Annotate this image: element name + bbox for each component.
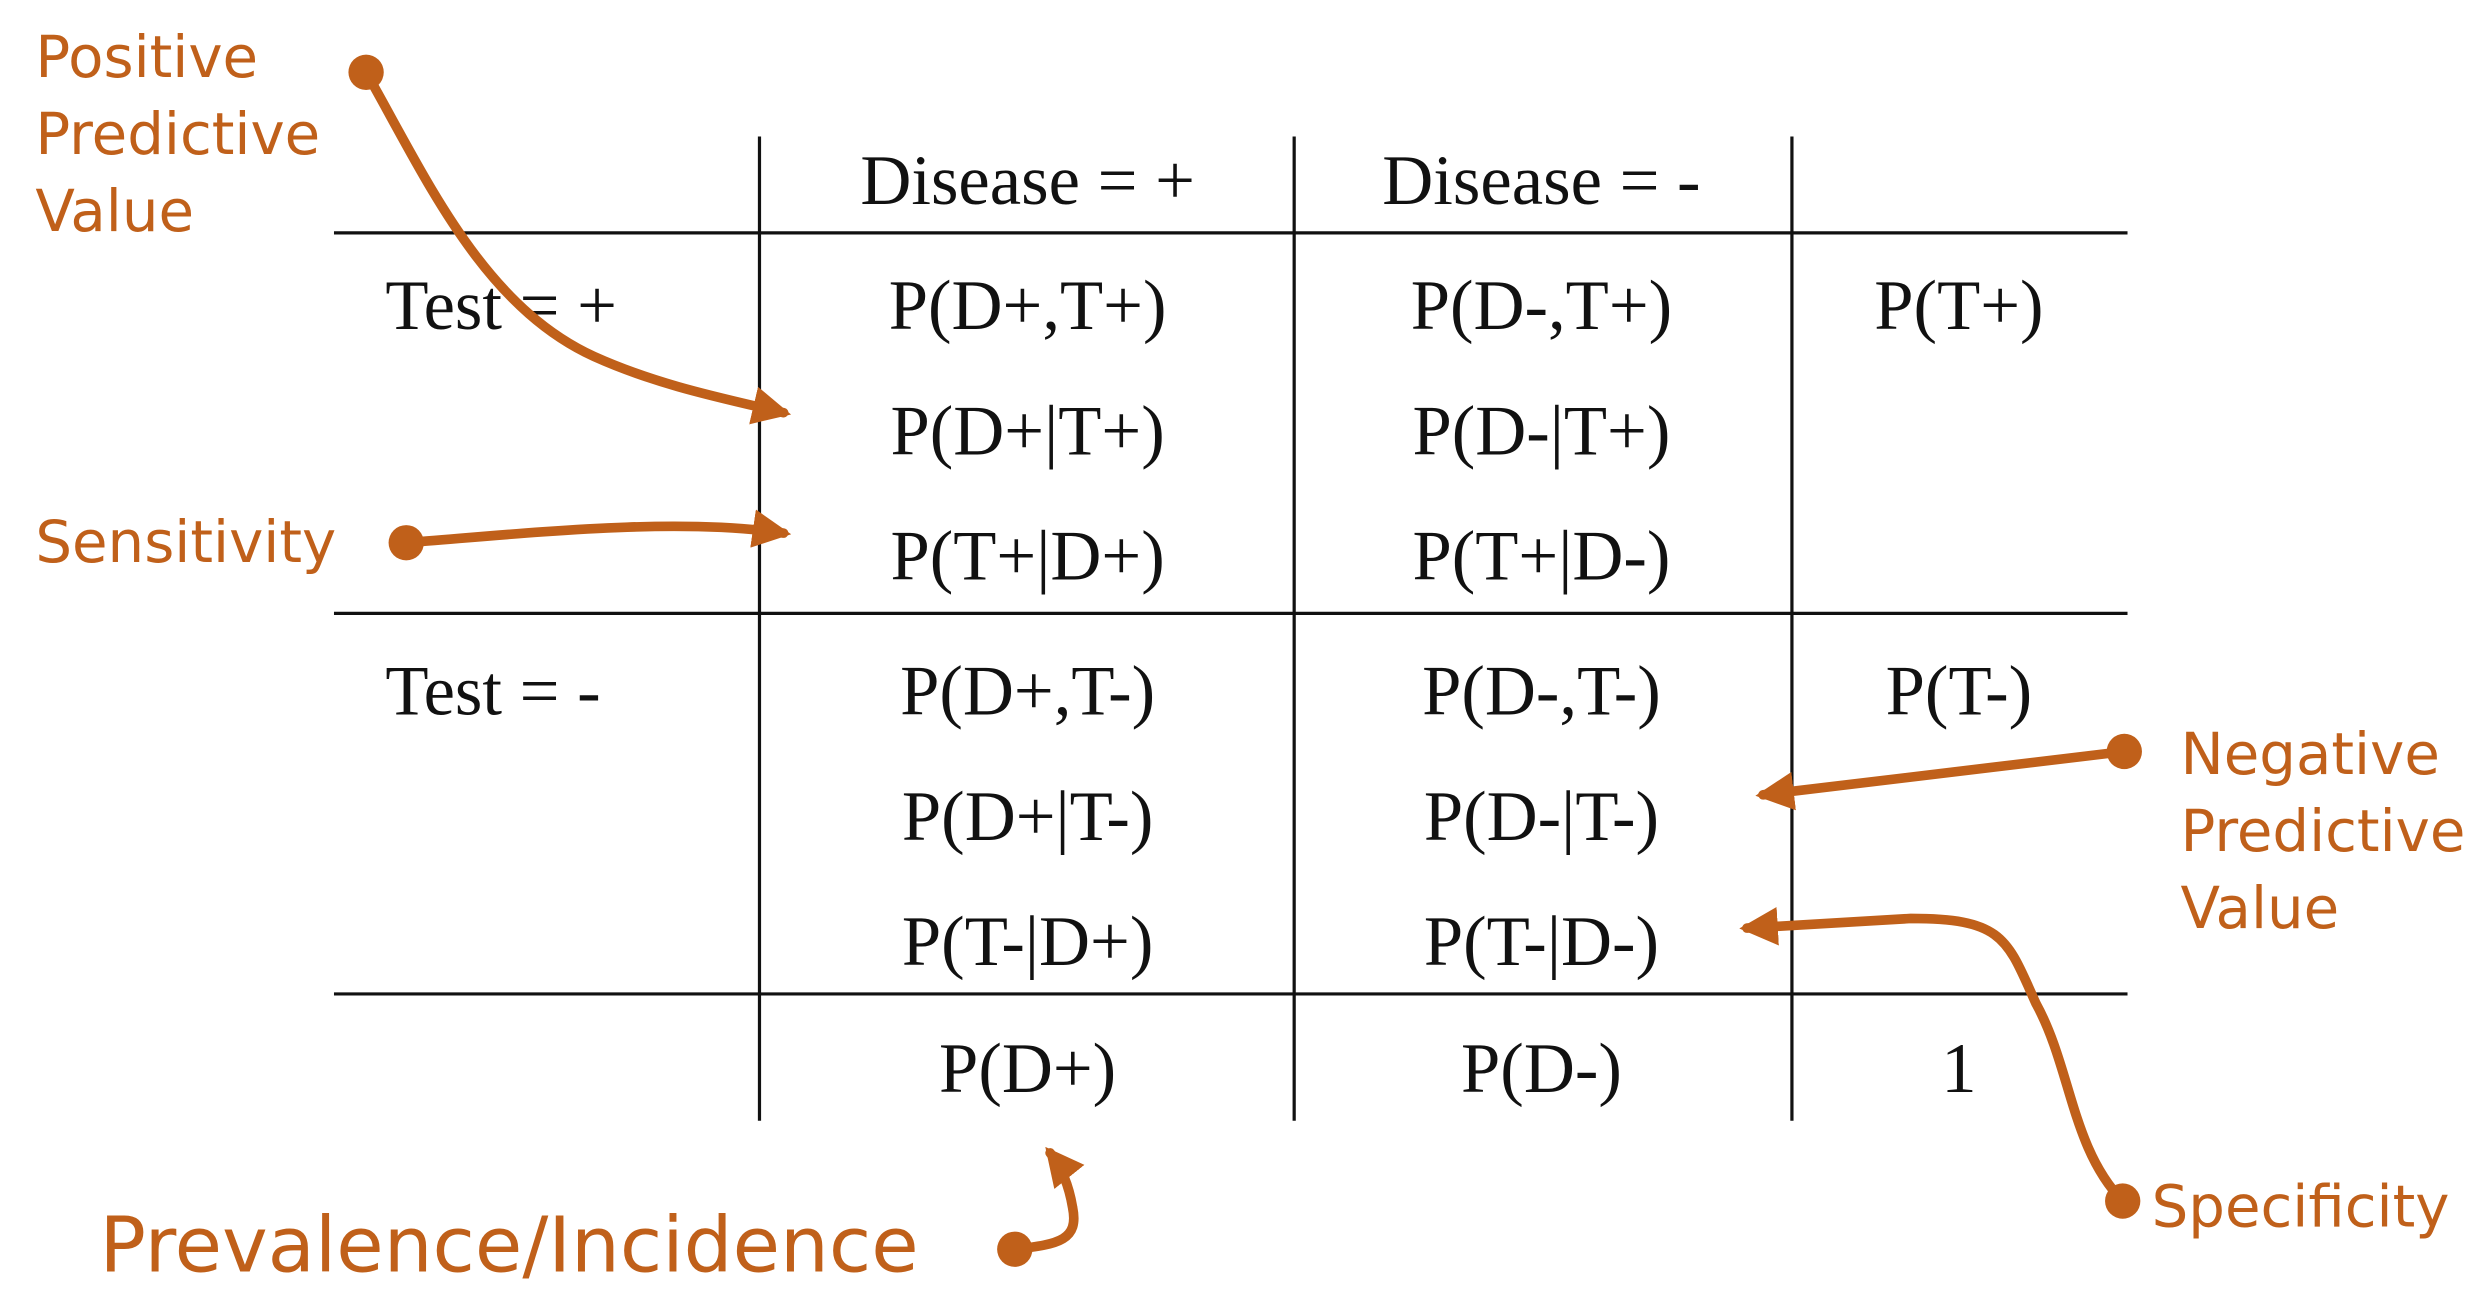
column-total: 1	[1941, 1030, 1976, 1108]
annotations: Positive Predictive Value Sensitivity Ne…	[35, 23, 2465, 1291]
cell: P(T+|D-)	[1412, 518, 1670, 596]
arrow	[1009, 1146, 1085, 1255]
ppv-label: Positive	[35, 23, 258, 91]
specificity-label: Specificity	[2152, 1173, 2450, 1241]
npv-label: Predictive	[2181, 797, 2466, 865]
prevalence-label: Prevalence/Incidence	[100, 1201, 919, 1291]
arrow	[361, 67, 792, 425]
table-rules	[333, 136, 2128, 1121]
cell: P(D+,T-)	[900, 653, 1155, 731]
arrow	[401, 509, 792, 548]
row-total: P(T+)	[1874, 267, 2043, 345]
cell: P(T-|D+)	[902, 903, 1153, 981]
column-header: Disease = +	[860, 142, 1195, 220]
cell: P(T+|D+)	[890, 518, 1164, 596]
row-label: Test = +	[385, 267, 617, 345]
cell: P(D-|T-)	[1424, 778, 1659, 856]
row-total: P(T-)	[1886, 653, 2032, 731]
cell: P(D+|T-)	[902, 778, 1153, 856]
cell: P(D-|T+)	[1412, 392, 1670, 470]
ppv-label: Predictive	[35, 100, 320, 168]
cell: P(D+,T+)	[889, 267, 1167, 345]
table: Disease = + Disease = - Test = + P(D+,T+) P(…	[385, 142, 2043, 1108]
cell: P(T-|D-)	[1424, 903, 1659, 981]
cell: P(D+|T+)	[890, 392, 1164, 470]
arrow	[1755, 746, 2130, 811]
column-total: P(D+)	[939, 1030, 1116, 1108]
column-total: P(D-)	[1461, 1030, 1622, 1108]
npv-label: Value	[2181, 874, 2340, 942]
sensitivity-label: Sensitivity	[35, 508, 336, 576]
column-header: Disease = -	[1382, 142, 1700, 220]
npv-label: Negative	[2181, 720, 2440, 788]
ppv-label: Value	[35, 177, 194, 245]
row-label: Test = -	[385, 653, 600, 731]
cell: P(D-,T-)	[1422, 653, 1661, 731]
arrow	[1739, 907, 2128, 1206]
cell: P(D-,T+)	[1411, 267, 1672, 345]
